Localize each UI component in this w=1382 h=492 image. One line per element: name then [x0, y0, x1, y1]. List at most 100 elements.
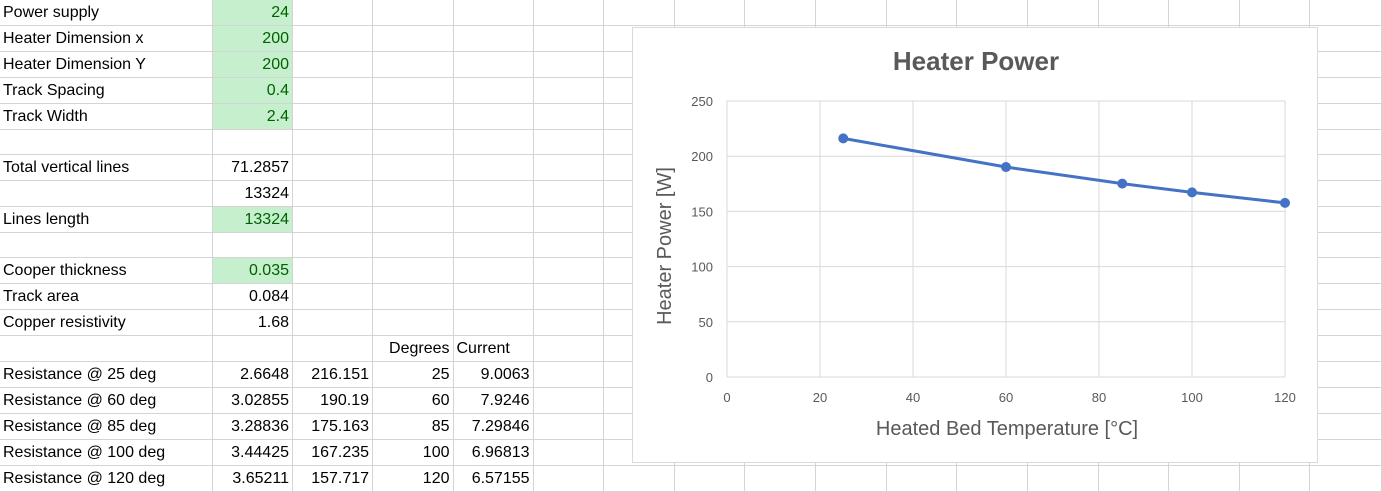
sheet-cell[interactable]: 7.29846 [453, 413, 534, 440]
sheet-cell[interactable] [533, 257, 605, 284]
sheet-cell[interactable]: Copper resistivity [0, 309, 213, 336]
sheet-cell[interactable]: Heater Dimension Y [0, 51, 213, 78]
sheet-cell[interactable] [453, 154, 534, 181]
sheet-cell[interactable] [533, 413, 605, 440]
sheet-cell[interactable] [212, 232, 294, 258]
sheet-cell[interactable]: Power supply [0, 0, 213, 26]
sheet-cell[interactable] [1309, 180, 1382, 207]
sheet-cell[interactable] [886, 465, 958, 492]
sheet-cell[interactable] [1309, 257, 1382, 284]
sheet-cell[interactable] [533, 309, 605, 336]
sheet-cell[interactable]: Track Spacing [0, 77, 213, 104]
sheet-cell[interactable]: Resistance @ 120 deg [0, 465, 213, 492]
sheet-cell[interactable]: 25 [372, 361, 454, 388]
sheet-cell[interactable] [0, 129, 213, 155]
sheet-cell[interactable] [1309, 77, 1382, 104]
sheet-cell[interactable] [533, 129, 605, 155]
sheet-cell[interactable]: 3.28836 [212, 413, 294, 440]
sheet-cell[interactable]: 3.44425 [212, 439, 294, 466]
sheet-cell[interactable] [815, 465, 887, 492]
sheet-cell[interactable] [453, 257, 534, 284]
sheet-cell[interactable]: 3.02855 [212, 387, 294, 414]
sheet-cell[interactable] [372, 154, 454, 181]
sheet-cell[interactable] [533, 361, 605, 388]
sheet-cell[interactable] [453, 129, 534, 155]
sheet-cell[interactable] [533, 387, 605, 414]
sheet-cell[interactable]: Lines length [0, 206, 213, 233]
sheet-cell[interactable] [533, 103, 605, 130]
sheet-cell[interactable] [292, 103, 374, 130]
sheet-cell[interactable] [0, 180, 213, 207]
sheet-cell[interactable] [292, 25, 374, 52]
sheet-cell[interactable] [372, 103, 454, 130]
sheet-cell[interactable]: 120 [372, 465, 454, 492]
sheet-cell[interactable]: Resistance @ 25 deg [0, 361, 213, 388]
sheet-cell[interactable]: 216.151 [292, 361, 374, 388]
sheet-cell[interactable] [372, 51, 454, 78]
sheet-cell[interactable] [533, 180, 605, 207]
sheet-cell[interactable] [292, 283, 374, 310]
sheet-cell[interactable]: Total vertical lines [0, 154, 213, 181]
data-point[interactable] [1187, 187, 1197, 198]
sheet-cell[interactable] [453, 51, 534, 78]
sheet-cell[interactable] [453, 0, 534, 26]
sheet-cell[interactable]: 0.084 [212, 283, 294, 310]
sheet-cell[interactable] [533, 232, 605, 258]
sheet-cell[interactable]: 167.235 [292, 439, 374, 466]
sheet-cell[interactable]: 200 [212, 25, 294, 52]
sheet-cell[interactable] [453, 25, 534, 52]
sheet-cell[interactable] [453, 206, 534, 233]
sheet-cell[interactable] [533, 283, 605, 310]
sheet-cell[interactable] [1168, 465, 1240, 492]
sheet-cell[interactable]: Current [453, 335, 534, 362]
sheet-cell[interactable] [292, 129, 374, 155]
sheet-cell[interactable] [1309, 309, 1382, 336]
sheet-cell[interactable]: 1.68 [212, 309, 294, 336]
sheet-cell[interactable] [1027, 0, 1099, 26]
sheet-cell[interactable] [744, 0, 817, 26]
sheet-cell[interactable] [1309, 283, 1382, 310]
sheet-cell[interactable]: Resistance @ 100 deg [0, 439, 213, 466]
sheet-cell[interactable]: 2.4 [212, 103, 294, 130]
sheet-cell[interactable] [453, 232, 534, 258]
sheet-cell[interactable]: 0.035 [212, 257, 294, 284]
sheet-cell[interactable] [372, 232, 454, 258]
data-point[interactable] [1280, 197, 1290, 208]
data-point[interactable] [1117, 178, 1128, 189]
sheet-cell[interactable] [292, 51, 374, 78]
data-point[interactable] [838, 133, 849, 144]
sheet-cell[interactable] [1098, 465, 1170, 492]
sheet-cell[interactable]: 157.717 [292, 465, 374, 492]
sheet-cell[interactable]: Heater Dimension x [0, 25, 213, 52]
data-point[interactable] [1001, 162, 1011, 173]
sheet-cell[interactable]: 71.2857 [212, 154, 294, 181]
sheet-cell[interactable] [372, 180, 454, 207]
sheet-cell[interactable]: Resistance @ 60 deg [0, 387, 213, 414]
sheet-cell[interactable] [372, 283, 454, 310]
sheet-cell[interactable] [603, 465, 675, 492]
sheet-cell[interactable] [292, 0, 374, 26]
sheet-cell[interactable] [533, 465, 605, 492]
sheet-cell[interactable] [0, 232, 213, 258]
sheet-cell[interactable]: 60 [372, 387, 454, 414]
sheet-cell[interactable]: 175.163 [292, 413, 374, 440]
sheet-cell[interactable]: 190.19 [292, 387, 374, 414]
sheet-cell[interactable] [292, 257, 374, 284]
sheet-cell[interactable] [1309, 413, 1382, 440]
sheet-cell[interactable] [603, 0, 675, 26]
sheet-cell[interactable]: 200 [212, 51, 294, 78]
sheet-cell[interactable] [372, 309, 454, 336]
sheet-cell[interactable] [533, 206, 605, 233]
sheet-cell[interactable] [956, 0, 1028, 26]
sheet-cell[interactable]: 7.9246 [453, 387, 534, 414]
sheet-cell[interactable] [533, 25, 605, 52]
sheet-cell[interactable] [1309, 51, 1382, 78]
sheet-cell[interactable]: 13324 [212, 206, 294, 233]
sheet-cell[interactable] [1309, 335, 1382, 362]
sheet-cell[interactable] [292, 180, 374, 207]
sheet-cell[interactable]: Cooper thickness [0, 257, 213, 284]
sheet-cell[interactable] [533, 0, 605, 26]
sheet-cell[interactable] [1309, 232, 1382, 258]
sheet-cell[interactable]: 6.57155 [453, 465, 534, 492]
sheet-cell[interactable] [372, 129, 454, 155]
